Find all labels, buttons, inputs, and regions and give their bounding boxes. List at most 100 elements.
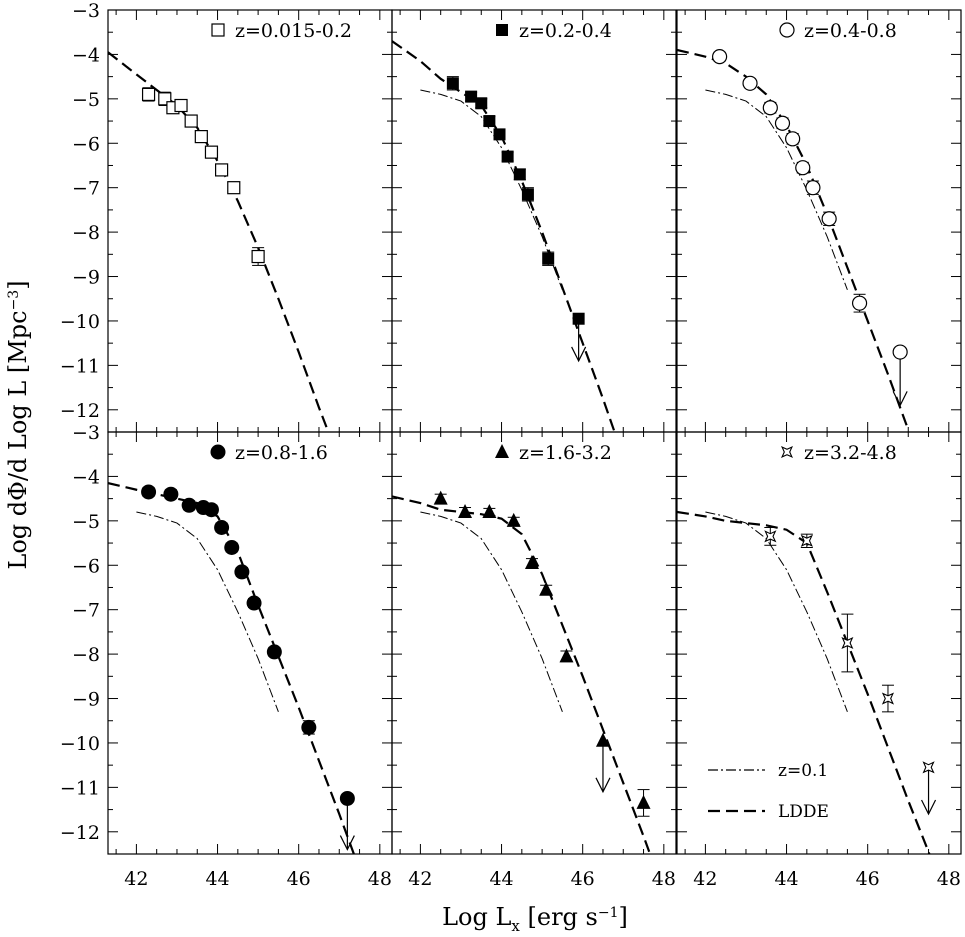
panel-frame <box>391 9 677 433</box>
x-tick-label: 42 <box>693 868 717 890</box>
data-point <box>246 595 262 611</box>
y-tick-label: −9 <box>72 689 100 711</box>
data-point <box>465 90 478 103</box>
data-point <box>475 97 488 110</box>
y-tick-label: −11 <box>60 777 100 799</box>
data-point <box>781 446 793 458</box>
x-tick-label: 48 <box>652 868 676 890</box>
upper-limit-arrowhead <box>595 777 611 794</box>
y-tick-label: −3 <box>72 0 100 22</box>
ldde-curve <box>108 482 356 854</box>
data-point <box>851 295 868 311</box>
data-point <box>482 503 497 518</box>
y-tick-label: −5 <box>72 511 100 533</box>
data-point <box>501 150 514 163</box>
panel-plot-area <box>677 510 937 854</box>
data-point <box>227 181 241 195</box>
data-point <box>572 312 585 325</box>
ldde-curve <box>392 40 616 432</box>
data-point <box>521 188 534 201</box>
data-point <box>483 115 496 128</box>
legend-label-ldde: LDDE <box>778 802 829 822</box>
y-tick-label: −7 <box>72 600 100 622</box>
x-tick-label: 46 <box>287 868 311 890</box>
z01-curve <box>136 511 279 713</box>
y-tick-label: −7 <box>72 178 100 200</box>
y-axis-label: Log dΦ/d Log L [Mpc−3] <box>4 280 32 569</box>
panel-label: z=0.015-0.2 <box>235 20 352 42</box>
data-point <box>800 534 813 547</box>
data-point <box>251 249 265 264</box>
data-point <box>595 732 610 747</box>
panel-plot-area <box>677 48 910 431</box>
data-point <box>203 502 219 518</box>
data-point <box>711 49 728 65</box>
data-point <box>539 581 554 596</box>
data-point <box>795 160 811 176</box>
legend-label-z01: z=0.1 <box>778 761 828 781</box>
x-axis-label: Log Lx [erg s−1] <box>442 903 628 935</box>
panel-2: z=0.2-0.4 <box>391 9 677 433</box>
y-tick-label: −5 <box>72 89 100 111</box>
data-point <box>211 23 225 37</box>
data-point <box>224 539 240 555</box>
y-tick-label: −10 <box>60 733 100 755</box>
x-tick-label: 42 <box>124 868 148 890</box>
data-point <box>506 512 521 527</box>
data-point <box>881 692 894 705</box>
upper-limit-arrowhead <box>892 391 908 407</box>
panel-3: z=0.4-0.8 <box>676 9 962 433</box>
y-tick-label: −6 <box>72 133 100 155</box>
data-point <box>774 115 791 131</box>
data-point <box>892 344 908 360</box>
data-point <box>215 163 229 177</box>
data-point <box>339 790 355 806</box>
data-point <box>301 719 317 735</box>
x-tick-label: 44 <box>774 868 798 890</box>
x-tick-label: 44 <box>489 868 513 890</box>
panel-frame <box>676 9 962 433</box>
y-tick-label: −6 <box>72 555 100 577</box>
data-point <box>922 761 935 774</box>
upper-limit-arrowhead <box>571 346 587 363</box>
panel-plot-area <box>108 482 356 854</box>
ldde-curve <box>392 495 652 854</box>
panel-5: 42 44 46 48 z=1.6-3.2 <box>391 431 677 890</box>
data-point <box>433 490 448 505</box>
panels-layer: −3 −4 −5 −6 −7 −8 −9 −10 −11 −12 z=0.015-0.2 z=0.2-… <box>60 0 962 890</box>
y-tick-label: −9 <box>72 267 100 289</box>
y-tick-label: −12 <box>60 400 100 422</box>
y-tick-label: −4 <box>72 44 100 66</box>
data-point <box>841 637 854 649</box>
data-point <box>446 77 459 90</box>
data-point <box>821 211 837 227</box>
panel-6: 42 44 46 48 z=3.2-4.8 <box>676 431 962 890</box>
data-point <box>636 794 651 809</box>
data-point <box>513 168 526 181</box>
data-point <box>496 24 508 36</box>
x-tick-label: 48 <box>368 868 392 890</box>
panel-frame <box>107 9 393 433</box>
data-point <box>141 87 156 102</box>
upper-limit-arrowhead <box>921 799 937 816</box>
y-tick-label: −8 <box>72 222 100 244</box>
y-tick-label: −11 <box>60 355 100 377</box>
x-tick-label: 46 <box>856 868 880 890</box>
panel-plot-area <box>392 490 652 854</box>
y-tick-label: −8 <box>72 644 100 666</box>
panel-label: z=0.4-0.8 <box>804 20 897 42</box>
panel-label: z=0.8-1.6 <box>235 442 328 464</box>
z01-curve <box>705 511 848 713</box>
y-tick-label: −12 <box>60 822 100 844</box>
y-tick-label: −3 <box>72 422 100 444</box>
ldde-curve <box>677 510 931 854</box>
data-point <box>234 564 250 580</box>
data-point <box>204 145 219 159</box>
data-point <box>559 648 574 663</box>
panel-plot-area <box>392 40 616 432</box>
ldde-curve <box>677 48 910 431</box>
z01-curve <box>420 511 563 713</box>
y-tick-label: −10 <box>60 311 100 333</box>
data-point <box>194 130 208 144</box>
panel-4: −3 −4 −5 −6 −7 −8 −9 −10 −11 −12 42 44 46 48 z=0.8-1.6 <box>60 422 393 890</box>
